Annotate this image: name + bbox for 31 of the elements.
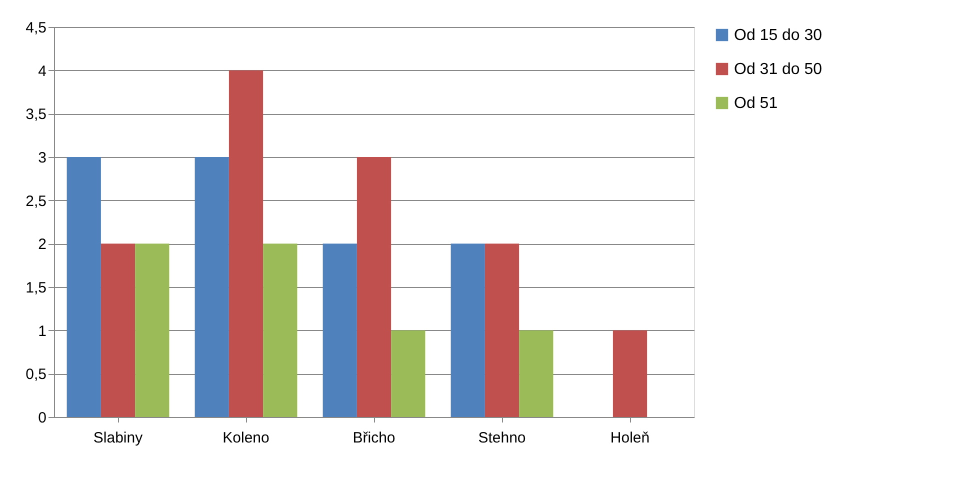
bar [612, 330, 648, 417]
bar [391, 330, 426, 417]
legend-label: Od 51 [734, 95, 778, 112]
y-tick-label: 3 [38, 150, 46, 166]
y-tick-label: 4,5 [26, 20, 46, 36]
y-tick-label: 2 [38, 236, 46, 254]
x-tick-label: Holeň [610, 430, 650, 446]
y-tick-label: 0,5 [26, 366, 46, 384]
legend-label: Od 15 do 30 [734, 27, 822, 44]
bar [356, 157, 392, 417]
y-tick-label: 0 [38, 410, 46, 426]
bar [322, 244, 357, 417]
legend-label: Od 31 do 50 [734, 61, 822, 78]
bar [100, 244, 136, 417]
bar [135, 244, 170, 417]
bar [66, 157, 101, 417]
bar [228, 70, 264, 417]
bar [519, 330, 554, 417]
y-tick-label: 1 [38, 322, 46, 340]
bar [194, 157, 229, 417]
x-tick-label: Břicho [352, 430, 396, 446]
y-tick-label: 1,5 [26, 280, 46, 296]
x-tick-label: Slabiny [93, 430, 144, 446]
bar [450, 244, 485, 417]
y-tick-label: 2,5 [26, 192, 46, 210]
bar [484, 244, 520, 417]
y-tick-label: 4 [38, 62, 46, 80]
y-tick-label: 3,5 [26, 106, 46, 124]
x-tick-label: Koleno [222, 430, 270, 446]
x-tick-label: Stehno [478, 430, 526, 446]
bar [263, 244, 298, 417]
